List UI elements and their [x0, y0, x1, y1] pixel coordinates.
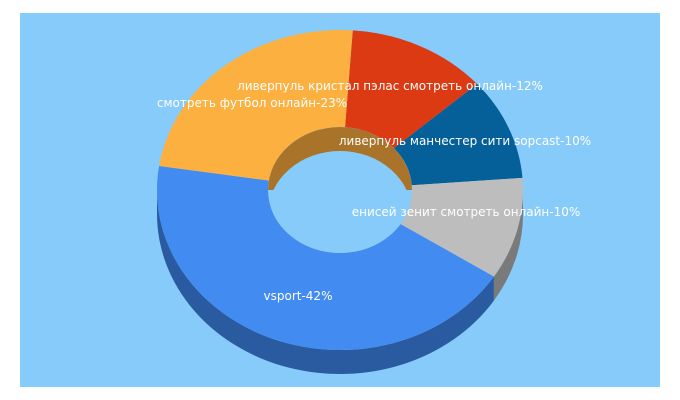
slice-label: ливерпуль манчестер сити sopcast-10% [339, 134, 591, 148]
slice-4[interactable] [159, 30, 353, 181]
slice-label: енисей зенит смотреть онлайн-10% [352, 205, 581, 219]
slice-0[interactable] [345, 30, 478, 149]
slice-1[interactable] [393, 84, 523, 186]
slice-label: ливерпуль кристал пэлас смотреть онлайн-… [237, 79, 543, 93]
slice-tops [157, 30, 523, 351]
slice-2[interactable] [400, 177, 523, 277]
slice-3[interactable] [157, 165, 494, 351]
slice-label: vsport-42% [264, 289, 333, 303]
slice-labels: ливерпуль кристал пэлас смотреть онлайн-… [157, 79, 591, 303]
slice-side [493, 190, 523, 301]
slice-sides [156, 190, 523, 375]
slice-side [156, 190, 494, 375]
slice-label: смотреть футбол онлайн-23% [157, 96, 347, 110]
